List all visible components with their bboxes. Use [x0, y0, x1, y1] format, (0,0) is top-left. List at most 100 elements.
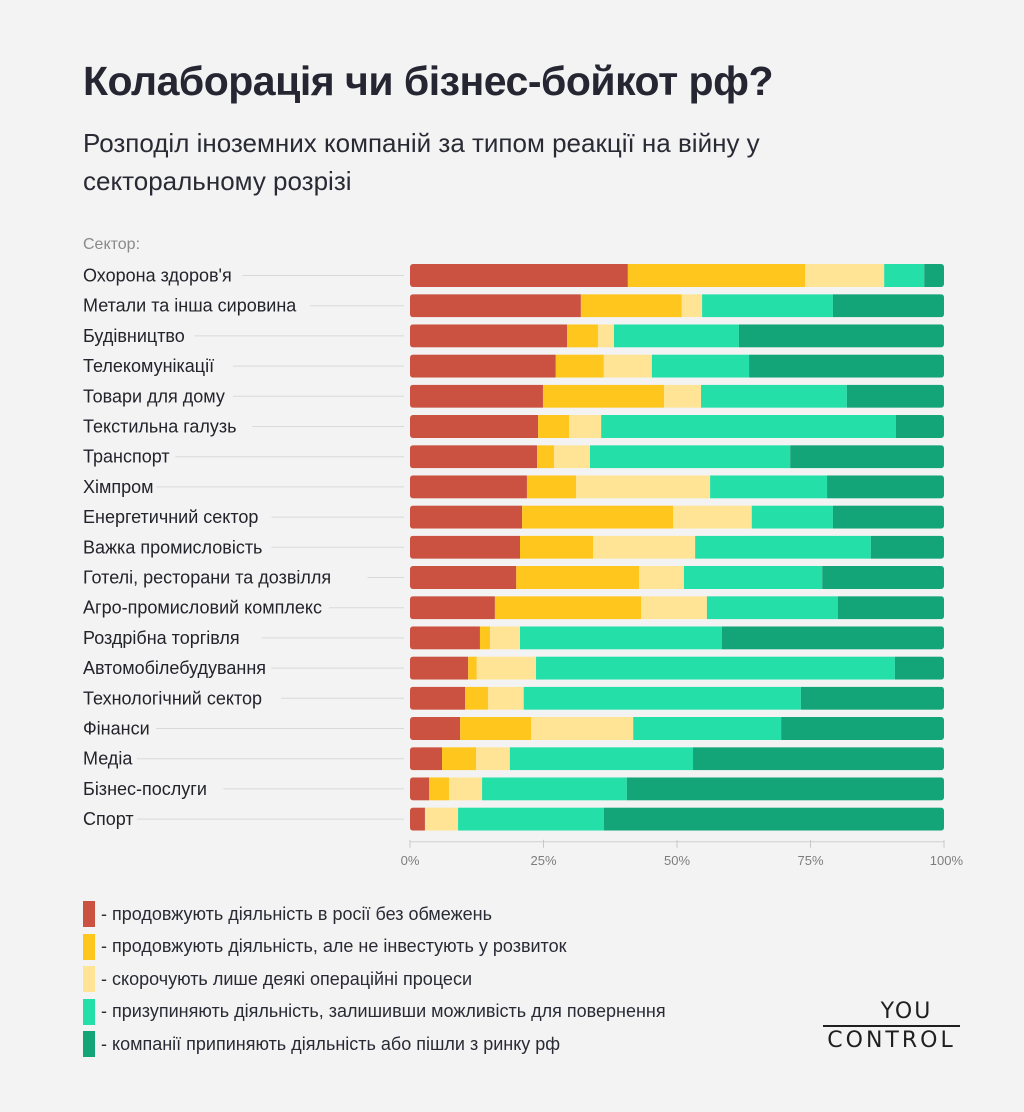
bar-segment: [569, 415, 602, 438]
bar-segment: [490, 626, 521, 650]
bar-segment: [494, 596, 642, 620]
bar-segment: [601, 415, 896, 438]
bar-segment: [710, 475, 828, 499]
bar-segment: [410, 626, 480, 650]
bar-segment: [613, 324, 739, 348]
x-tick-label: 50%: [664, 853, 690, 868]
category-label: Охорона здоров'я: [83, 266, 232, 286]
legend-swatch: [83, 1031, 95, 1058]
bar-segment: [410, 384, 543, 408]
bar-segment: [410, 294, 581, 318]
category-label: Автомобілебудування: [83, 658, 266, 678]
legend-item: - компанії припиняють діяльність або піш…: [83, 1028, 666, 1061]
legend-swatch: [83, 933, 95, 960]
bar-segment: [537, 445, 555, 469]
bar-segment: [523, 686, 801, 710]
bar-segment: [460, 717, 532, 740]
bar-segment: [410, 445, 538, 469]
bar-segment: [706, 596, 838, 620]
bar-segment: [589, 445, 791, 469]
category-label: Важка промисловість: [83, 537, 262, 557]
category-label: Метали та інша сировина: [83, 296, 297, 316]
category-label: Хімпром: [83, 477, 154, 497]
y-axis-heading: Сектор:: [83, 236, 141, 253]
bar-segment: [738, 324, 944, 348]
category-label: Бізнес-послуги: [83, 779, 207, 799]
category-label: Технологічний сектор: [83, 688, 262, 708]
bar-segment: [554, 445, 590, 469]
legend-swatch: [83, 901, 95, 928]
bar-segment: [516, 566, 640, 589]
youcontrol-logo: YOU CONTROL: [823, 1000, 960, 1053]
bar-segment: [468, 656, 477, 680]
bar-segment: [424, 807, 459, 831]
bar-segment: [639, 566, 684, 589]
bar-segment: [924, 264, 944, 287]
bar-segment: [465, 686, 488, 710]
bar-segment: [683, 566, 823, 589]
bar-segment: [410, 505, 523, 529]
bar-segment: [781, 717, 944, 740]
bar-segment: [641, 596, 707, 620]
legend-swatch: [83, 998, 95, 1025]
bar-segment: [448, 777, 483, 801]
bar-segment: [580, 294, 682, 318]
legend: - продовжують діяльність в росії без обм…: [83, 898, 666, 1061]
bar-segment: [627, 264, 806, 287]
bar-segment: [479, 626, 491, 650]
legend-label: - продовжують діяльність в росії без обм…: [101, 903, 492, 924]
legend-label: - призупиняють діяльність, залишивши мож…: [101, 1001, 666, 1022]
bar-segment: [721, 626, 944, 650]
bar-segment: [410, 807, 425, 831]
bar-segment: [749, 354, 944, 378]
chart-title: Колаборація чи бізнес-бойкот рф?: [83, 58, 774, 104]
bar-segment: [410, 264, 628, 287]
category-label: Фінанси: [83, 719, 150, 739]
bar-segment: [531, 717, 634, 740]
bar-segment: [482, 777, 627, 801]
bar-segment: [410, 686, 466, 710]
bar-segment: [410, 656, 469, 680]
category-label: Будівництво: [83, 326, 185, 346]
bar-segment: [805, 264, 885, 287]
bar-segment: [695, 535, 871, 559]
bar-segment: [633, 717, 782, 740]
legend-label: - продовжують діяльність, але не інвесту…: [101, 936, 567, 957]
category-label: Медіа: [83, 749, 133, 769]
bar-segment: [520, 626, 722, 650]
bar-segment: [509, 747, 694, 771]
bar-segment: [522, 505, 674, 529]
bar-segment: [410, 717, 461, 740]
bar-segment: [827, 475, 944, 499]
bar-segment: [832, 294, 944, 318]
bar-segment: [442, 747, 477, 771]
bar-segment: [410, 596, 495, 620]
bar-segment: [410, 566, 517, 589]
bar-segment: [895, 415, 944, 438]
logo-bottom-text: CONTROL: [827, 1028, 956, 1053]
bar-segment: [410, 415, 539, 438]
legend-label: - скорочують лише деякі операційні проце…: [101, 968, 472, 989]
bar-segment: [536, 656, 895, 680]
bar-segment: [487, 686, 524, 710]
logo-top-text: YOU: [880, 999, 933, 1024]
category-label: Готелі, ресторани та дозвілля: [83, 568, 331, 588]
stacked-bar-chart: Охорона здоров'я Метали та інша сировина Б…: [83, 264, 963, 868]
bar-segment: [410, 777, 430, 801]
bar-segment: [664, 384, 702, 408]
bar-segment: [476, 747, 510, 771]
bar-segment: [542, 384, 665, 408]
bar-segment: [566, 324, 598, 348]
bar-segment: [410, 475, 527, 499]
bar-segment: [520, 535, 594, 559]
legend-item: - продовжують діяльність в росії без обм…: [83, 898, 666, 931]
bar-segment: [822, 566, 944, 589]
logo-divider: [823, 1025, 960, 1027]
bar-segment: [681, 294, 703, 318]
bar-segment: [894, 656, 944, 680]
bar-segment: [476, 656, 537, 680]
bar-segment: [832, 505, 944, 529]
bar-segment: [651, 354, 750, 378]
legend-item: - продовжують діяльність, але не інвесту…: [83, 931, 666, 964]
bar-segment: [458, 807, 604, 831]
